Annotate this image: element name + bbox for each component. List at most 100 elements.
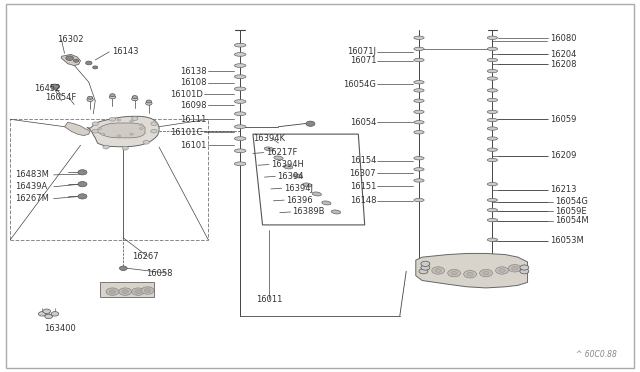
Ellipse shape	[284, 165, 292, 169]
Circle shape	[464, 270, 476, 278]
Circle shape	[110, 94, 115, 97]
Ellipse shape	[487, 89, 497, 92]
Circle shape	[132, 96, 138, 99]
Ellipse shape	[487, 127, 497, 130]
Ellipse shape	[322, 201, 331, 205]
Circle shape	[103, 145, 109, 149]
Ellipse shape	[234, 43, 246, 47]
Circle shape	[109, 290, 116, 294]
Text: 16209: 16209	[550, 151, 576, 160]
Ellipse shape	[414, 89, 424, 92]
Ellipse shape	[414, 198, 424, 202]
Circle shape	[499, 269, 505, 272]
Text: 16138: 16138	[180, 67, 207, 76]
Circle shape	[86, 61, 92, 65]
Circle shape	[78, 170, 87, 175]
Polygon shape	[416, 253, 527, 288]
Text: 16054G: 16054G	[555, 197, 588, 206]
Circle shape	[130, 120, 134, 122]
Text: 16054: 16054	[350, 118, 376, 127]
Text: 16101D: 16101D	[170, 90, 202, 99]
Text: 16101: 16101	[180, 141, 207, 150]
Ellipse shape	[487, 218, 497, 222]
Circle shape	[520, 265, 529, 270]
Circle shape	[109, 118, 116, 121]
Ellipse shape	[487, 137, 497, 140]
Circle shape	[483, 271, 489, 275]
Ellipse shape	[312, 192, 321, 196]
Text: 16394H: 16394H	[271, 160, 304, 169]
Circle shape	[147, 100, 152, 103]
Ellipse shape	[234, 112, 246, 116]
Ellipse shape	[293, 174, 302, 178]
Polygon shape	[61, 54, 81, 65]
Ellipse shape	[414, 99, 424, 102]
Ellipse shape	[487, 110, 497, 113]
Circle shape	[117, 135, 121, 137]
Circle shape	[66, 56, 74, 60]
Text: 16011: 16011	[256, 295, 282, 304]
Ellipse shape	[487, 158, 497, 162]
Circle shape	[130, 133, 134, 135]
Ellipse shape	[234, 125, 246, 129]
Circle shape	[508, 264, 521, 272]
Circle shape	[479, 269, 492, 277]
Ellipse shape	[234, 64, 246, 67]
Ellipse shape	[234, 52, 246, 56]
Circle shape	[106, 288, 119, 295]
Text: 16389B: 16389B	[292, 208, 325, 217]
Circle shape	[135, 290, 141, 294]
Circle shape	[78, 194, 87, 199]
Text: 16058: 16058	[147, 269, 173, 278]
Circle shape	[92, 129, 99, 133]
Ellipse shape	[234, 137, 246, 140]
Circle shape	[421, 261, 430, 266]
Circle shape	[93, 66, 98, 69]
Circle shape	[511, 266, 518, 270]
Text: 16071J: 16071J	[347, 47, 376, 56]
Ellipse shape	[487, 47, 497, 51]
Text: 16208: 16208	[550, 60, 577, 69]
Ellipse shape	[487, 70, 497, 73]
Ellipse shape	[487, 36, 497, 39]
Ellipse shape	[487, 148, 497, 151]
Ellipse shape	[487, 77, 497, 80]
Ellipse shape	[487, 198, 497, 202]
Text: 16098: 16098	[180, 101, 207, 110]
Circle shape	[143, 140, 150, 144]
Circle shape	[122, 290, 129, 294]
Circle shape	[140, 128, 143, 130]
Circle shape	[132, 117, 138, 121]
Text: 16059E: 16059E	[555, 207, 587, 216]
Text: 16394: 16394	[277, 172, 304, 181]
Circle shape	[451, 271, 458, 275]
Text: 16204: 16204	[550, 50, 576, 59]
Circle shape	[98, 128, 102, 130]
Circle shape	[92, 122, 99, 126]
Circle shape	[151, 129, 157, 133]
Ellipse shape	[414, 47, 424, 51]
Text: 16439A: 16439A	[15, 182, 47, 191]
Ellipse shape	[332, 210, 340, 214]
Ellipse shape	[414, 110, 424, 113]
Circle shape	[43, 309, 51, 314]
Ellipse shape	[414, 58, 424, 62]
Ellipse shape	[234, 100, 246, 103]
Ellipse shape	[234, 75, 246, 78]
Circle shape	[421, 265, 430, 270]
Circle shape	[145, 289, 151, 292]
Text: 16143: 16143	[113, 47, 139, 56]
Ellipse shape	[234, 149, 246, 153]
Text: 16053M: 16053M	[550, 236, 584, 246]
Circle shape	[78, 182, 87, 187]
Text: 16054G: 16054G	[343, 80, 376, 89]
Circle shape	[448, 269, 461, 277]
Text: 16054F: 16054F	[45, 93, 77, 102]
Ellipse shape	[487, 238, 497, 241]
Circle shape	[101, 133, 105, 135]
Polygon shape	[100, 282, 154, 297]
Text: 16213: 16213	[550, 185, 577, 194]
Ellipse shape	[414, 36, 424, 39]
Ellipse shape	[234, 87, 246, 91]
Ellipse shape	[303, 183, 312, 187]
